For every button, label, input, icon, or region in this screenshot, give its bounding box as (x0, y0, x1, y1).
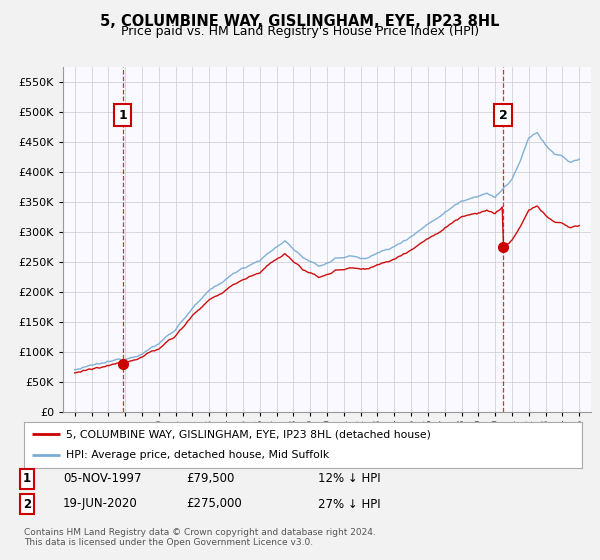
Text: HPI: Average price, detached house, Mid Suffolk: HPI: Average price, detached house, Mid … (66, 450, 329, 460)
Text: 2: 2 (499, 109, 507, 122)
Text: 2: 2 (23, 497, 31, 511)
Text: 5, COLUMBINE WAY, GISLINGHAM, EYE, IP23 8HL (detached house): 5, COLUMBINE WAY, GISLINGHAM, EYE, IP23 … (66, 429, 431, 439)
Text: Contains HM Land Registry data © Crown copyright and database right 2024.
This d: Contains HM Land Registry data © Crown c… (24, 528, 376, 547)
Text: 27% ↓ HPI: 27% ↓ HPI (318, 497, 380, 511)
Text: 5, COLUMBINE WAY, GISLINGHAM, EYE, IP23 8HL: 5, COLUMBINE WAY, GISLINGHAM, EYE, IP23 … (100, 14, 500, 29)
Text: 1: 1 (118, 109, 127, 122)
Text: 19-JUN-2020: 19-JUN-2020 (63, 497, 138, 511)
Text: Price paid vs. HM Land Registry's House Price Index (HPI): Price paid vs. HM Land Registry's House … (121, 25, 479, 38)
Text: 1: 1 (23, 472, 31, 486)
Text: 05-NOV-1997: 05-NOV-1997 (63, 472, 142, 486)
Text: £79,500: £79,500 (186, 472, 235, 486)
Text: 12% ↓ HPI: 12% ↓ HPI (318, 472, 380, 486)
Text: £275,000: £275,000 (186, 497, 242, 511)
